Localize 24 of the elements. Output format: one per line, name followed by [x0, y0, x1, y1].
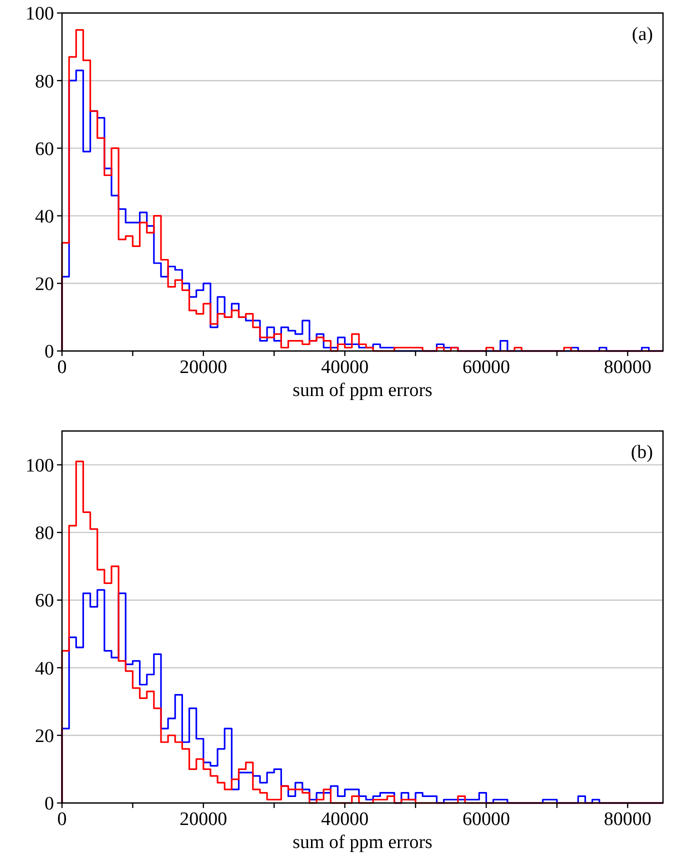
- y-tick-label: 0: [44, 342, 54, 363]
- y-tick-label: 100: [26, 4, 54, 25]
- x-tick-label: 60000: [462, 357, 510, 378]
- x-axis-title: sum of ppm errors: [292, 832, 432, 853]
- y-tick-label: 20: [35, 726, 54, 748]
- y-tick-label: 40: [35, 658, 54, 680]
- y-tick-label: 20: [35, 274, 54, 296]
- y-tick-label: 0: [44, 794, 54, 815]
- x-tick-label: 20000: [180, 357, 228, 378]
- x-tick-label: 80000: [604, 809, 652, 830]
- y-tick-label: 100: [26, 455, 54, 476]
- x-tick-label: 40000: [321, 357, 369, 378]
- x-axis-title: sum of ppm errors: [292, 380, 432, 401]
- x-tick-label: 40000: [321, 809, 369, 830]
- x-tick-label: 80000: [604, 357, 652, 378]
- annotation: (b): [630, 442, 653, 463]
- x-tick-label: 20000: [180, 809, 228, 830]
- y-tick-label: 60: [35, 590, 54, 612]
- y-tick-label: 80: [35, 523, 54, 544]
- x-tick-label: 60000: [462, 809, 510, 830]
- annotation: (a): [632, 24, 653, 45]
- y-tick-label: 80: [35, 71, 54, 92]
- y-tick-label: 60: [35, 138, 54, 160]
- y-tick-label: 40: [35, 206, 54, 228]
